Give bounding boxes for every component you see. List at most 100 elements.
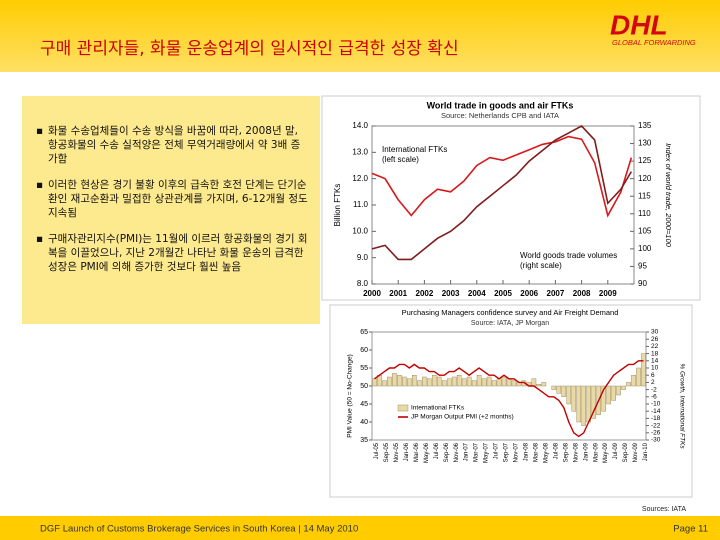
x-tick-label: Jan-09 <box>583 442 589 461</box>
x-tick-label: Jan-08 <box>524 442 530 461</box>
y2-tick-label: -22 <box>651 422 661 429</box>
y-axis-label: Billion FTKs <box>333 184 342 227</box>
x-tick-label: Jul-08 <box>553 442 559 459</box>
y2-tick-label: 105 <box>638 226 652 235</box>
bar <box>426 378 432 387</box>
bullet: 구매자관리지수(PMI)는 11월에 이르러 항공화물의 경기 회복을 이끌었으… <box>36 232 308 274</box>
bar <box>541 382 547 387</box>
y-tick-label: 14.0 <box>352 121 368 130</box>
chart-title: Purchasing Managers confidence survey an… <box>402 308 619 317</box>
y-tick-label: 50 <box>360 383 368 390</box>
bar <box>601 385 606 412</box>
y2-tick-label: -10 <box>651 401 661 408</box>
bar <box>611 385 616 401</box>
y2-tick-label: -2 <box>651 386 657 393</box>
bar <box>641 353 646 387</box>
x-tick-label: May-08 <box>543 442 549 463</box>
bar <box>387 376 392 387</box>
bar <box>451 376 457 387</box>
x-tick-label: Jul-06 <box>434 442 440 459</box>
y-tick-label: 10.0 <box>352 226 368 235</box>
bar <box>566 385 572 405</box>
chart-subtitle: Source: Netherlands CPB and IATA <box>441 111 559 120</box>
x-tick-label: 2001 <box>389 289 407 298</box>
y2-tick-label: 18 <box>651 350 659 357</box>
x-tick-label: Jan-10 <box>643 442 649 461</box>
y-tick-label: 55 <box>360 365 368 372</box>
y-tick-label: 45 <box>360 401 368 408</box>
bar <box>476 375 482 387</box>
x-tick-label: Sep-09 <box>623 442 629 462</box>
series-line <box>374 360 644 438</box>
y-tick-label: 60 <box>360 347 368 354</box>
footer-text: DGF Launch of Customs Brokerage Services… <box>40 524 358 535</box>
bar <box>536 384 542 387</box>
bar <box>456 375 462 387</box>
bar <box>531 378 537 387</box>
legend-label: JP Morgan Output PMI (+2 months) <box>411 414 514 421</box>
bar <box>431 375 437 387</box>
y-tick-label: 11.0 <box>353 200 369 209</box>
bar <box>496 378 502 387</box>
bar <box>372 378 377 387</box>
y2-axis-label: Index of world trade, 2000=100 <box>664 143 673 247</box>
bar <box>606 385 611 405</box>
x-tick-label: Mar-06 <box>414 442 420 462</box>
bar <box>481 378 487 387</box>
x-tick-label: May-07 <box>484 442 490 463</box>
x-tick-label: Nov-07 <box>514 442 520 462</box>
bar <box>412 375 417 387</box>
y2-tick-label: 100 <box>638 244 652 253</box>
y2-tick-label: 6 <box>651 372 655 379</box>
y-axis-label: PMI Value (50 = No-Change) <box>347 354 354 438</box>
bar <box>397 375 402 387</box>
y2-tick-label: -26 <box>651 430 661 437</box>
y2-tick-label: 30 <box>651 329 659 336</box>
x-tick-label: Mar-08 <box>533 442 539 462</box>
bar <box>501 376 507 387</box>
y-tick-label: 35 <box>360 437 368 444</box>
x-tick-label: 2009 <box>599 289 617 298</box>
series-line <box>371 135 633 218</box>
footer-band <box>0 516 720 540</box>
bar <box>471 380 477 387</box>
bar <box>461 378 467 387</box>
chart-panel <box>329 304 693 498</box>
bar <box>506 378 512 387</box>
slide-title: 구매 관리자들, 화물 운송업계의 일시적인 급격한 성장 확신 <box>40 39 459 59</box>
y2-tick-label: 130 <box>638 139 652 148</box>
x-tick-label: 2004 <box>468 289 486 298</box>
x-tick-label: Jul-09 <box>613 442 619 459</box>
bullet: 화물 수송업체들이 수송 방식을 바꿈에 따라, 2008년 말, 항공화물의 … <box>36 124 308 166</box>
x-tick-label: Jul-05 <box>374 442 380 459</box>
y-tick-label: 9.0 <box>357 253 369 262</box>
bar <box>402 376 407 387</box>
bar <box>446 378 452 387</box>
y-tick-label: 12.0 <box>352 174 368 183</box>
bar <box>626 382 631 387</box>
x-tick-label: 2002 <box>416 289 434 298</box>
x-tick-label: Nov-05 <box>394 442 400 462</box>
bar <box>616 385 621 396</box>
bar <box>636 367 641 387</box>
x-tick-label: Sep-07 <box>504 442 510 462</box>
y2-tick-label: 2 <box>651 379 655 386</box>
legend-swatch <box>397 404 409 412</box>
chart-title: World trade in goods and air FTKs <box>427 100 574 110</box>
y2-tick-label: -6 <box>651 394 657 401</box>
y2-tick-label: 14 <box>651 358 659 365</box>
bar <box>486 376 492 387</box>
bar <box>466 376 472 387</box>
y2-axis-label: % Growth, International FTKs <box>678 363 685 449</box>
x-tick-label: Sep-06 <box>444 442 450 462</box>
y2-tick-label: 26 <box>651 336 659 343</box>
annotation: World goods trade volumes <box>520 251 617 260</box>
x-tick-label: May-09 <box>603 442 609 463</box>
x-tick-label: 2008 <box>573 289 591 298</box>
x-tick-label: Nov-06 <box>454 442 460 462</box>
legend-label: International FTKs <box>411 405 465 412</box>
y2-tick-label: 125 <box>638 156 652 165</box>
x-tick-label: Sep-08 <box>563 442 569 462</box>
y2-tick-label: 95 <box>638 262 647 271</box>
